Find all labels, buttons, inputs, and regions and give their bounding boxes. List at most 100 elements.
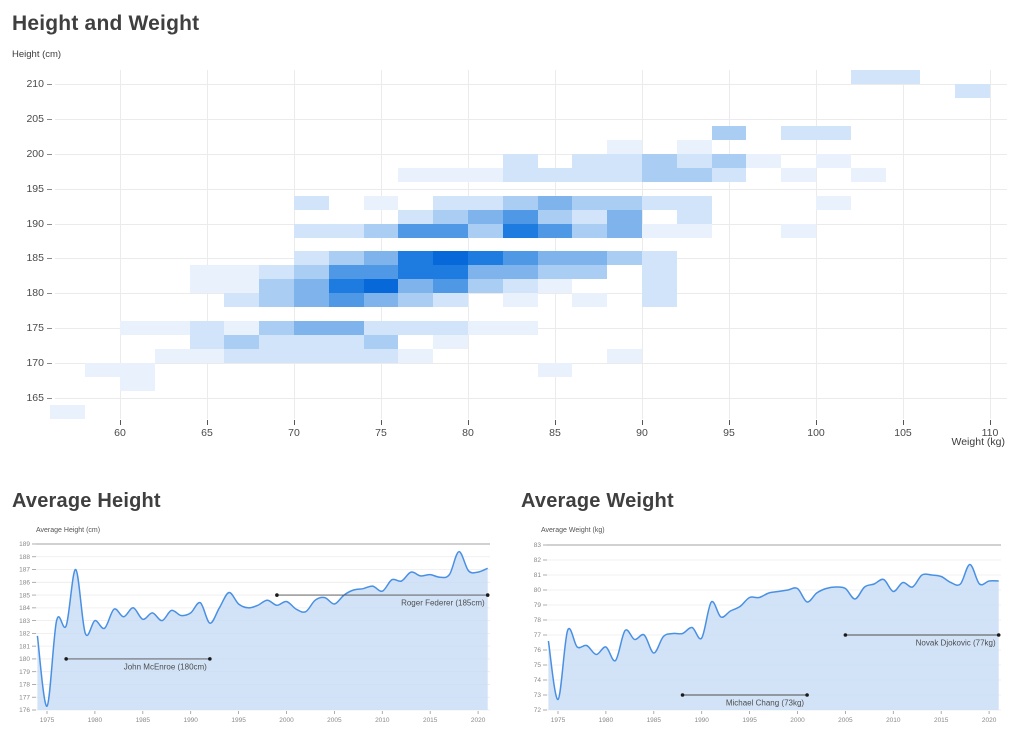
heatmap-cell — [468, 209, 503, 224]
heatmap-cell — [642, 223, 677, 238]
x-tick-mark — [816, 420, 817, 425]
y-tick-label: 73 — [534, 692, 542, 699]
x-tick-label: 110 — [981, 427, 999, 439]
heatmap-cell — [781, 167, 816, 182]
heatmap-cell — [189, 321, 225, 336]
y-tick-label: 189 — [19, 541, 30, 548]
heatmap-cell — [363, 349, 399, 364]
y-tick-label: 185 — [26, 252, 44, 265]
y-tick-mark — [47, 118, 52, 120]
heatmap-cell — [294, 223, 329, 238]
heatmap-cell — [189, 279, 225, 294]
heatmap-cell — [537, 363, 573, 378]
annotation-label: John McEnroe (180cm) — [124, 662, 207, 671]
heatmap-cell — [328, 335, 364, 350]
heatmap-cell — [363, 279, 399, 294]
y-tick-label: 205 — [26, 112, 44, 125]
y-tick-label: 77 — [534, 632, 542, 639]
y-tick-mark — [47, 328, 52, 330]
heatmap-cell — [433, 293, 468, 308]
heatmap-cell — [398, 349, 434, 364]
y-tick-label: 195 — [26, 182, 44, 195]
heatmap-cell — [363, 321, 399, 336]
heatmap-cell — [502, 251, 538, 266]
heatmap-cell — [189, 335, 225, 350]
heatmap-cell — [189, 349, 225, 364]
heatmap-cell — [816, 125, 851, 140]
x-tick-label: 60 — [114, 427, 126, 439]
heatmap-cell — [711, 125, 747, 140]
heatmap-cell — [328, 265, 364, 280]
heatmap-cell — [572, 167, 608, 182]
heatmap-cell — [537, 195, 573, 210]
heatmap-cell — [676, 153, 712, 168]
gridline-horizontal — [55, 84, 1007, 86]
heatmap-cell — [398, 167, 434, 182]
heatmap-cell — [433, 195, 468, 210]
annotation-dot — [843, 633, 848, 637]
heatmap-cell — [259, 265, 294, 280]
heatmap-cell — [398, 265, 434, 280]
heatmap-cell — [572, 195, 608, 210]
average-weight-title: Average Weight — [521, 490, 674, 512]
y-tick-label: 184 — [19, 605, 30, 612]
x-tick-mark — [990, 420, 991, 425]
x-tick-label: 2010 — [886, 717, 901, 724]
heatmap-cell — [502, 167, 538, 182]
heatmap-cell — [259, 321, 294, 336]
x-tick-mark — [294, 420, 295, 425]
heatmap-cell — [120, 363, 155, 378]
y-tick-label: 200 — [26, 147, 44, 160]
heatmap-cell — [120, 321, 155, 336]
heatmap-cell — [502, 293, 538, 308]
heatmap-cell — [642, 293, 677, 308]
x-tick-label: 85 — [549, 427, 561, 439]
heatmap-cell — [433, 251, 468, 266]
y-tick-label: 72 — [534, 707, 542, 714]
x-tick-label: 1985 — [647, 717, 662, 724]
heatmap-cell — [468, 321, 503, 336]
x-tick-mark — [555, 420, 556, 425]
annotation-label: Michael Chang (73kg) — [726, 699, 805, 708]
x-tick-label: 2000 — [790, 717, 805, 724]
heatmap-cell — [676, 139, 712, 154]
y-tick-label: 165 — [26, 392, 44, 404]
x-tick-label: 105 — [894, 427, 912, 439]
x-tick-label: 65 — [201, 427, 213, 439]
heatmap-cell — [398, 251, 434, 266]
heatmap-cell — [607, 349, 642, 364]
x-tick-label: 70 — [288, 427, 300, 439]
heatmap-cell — [224, 293, 260, 308]
heatmap-cell — [885, 70, 921, 85]
heatmap-cell — [537, 251, 573, 266]
series-line — [36, 550, 488, 707]
heatmap-cell — [468, 195, 503, 210]
y-tick-mark — [47, 398, 52, 399]
heatmap-cell — [328, 349, 364, 364]
heatmap-cell — [850, 167, 886, 182]
heatmap-cell — [502, 209, 538, 224]
heatmap-cell — [816, 195, 851, 210]
heatmap-cell — [607, 209, 642, 224]
x-tick-mark — [207, 420, 208, 425]
heatmap-cell — [607, 223, 642, 238]
y-tick-label: 75 — [534, 662, 542, 669]
x-tick-mark — [642, 420, 643, 425]
heatmap-cell — [224, 321, 260, 336]
heatmap-cell — [468, 279, 503, 294]
heatmap-cell — [572, 265, 608, 280]
y-tick-label: 176 — [19, 707, 30, 714]
x-tick-label: 1990 — [694, 717, 709, 724]
heatmap-cell — [607, 139, 642, 154]
y-tick-label: 79 — [534, 602, 542, 609]
heatmap-cell — [294, 195, 329, 210]
heatmap-cell — [642, 195, 677, 210]
x-tick-label: 100 — [807, 427, 825, 439]
heatmap-cell — [398, 321, 434, 336]
x-tick-label: 1995 — [742, 717, 757, 724]
heatmap-cell — [363, 265, 399, 280]
heatmap-cell — [154, 321, 190, 336]
heatmap-cell — [537, 279, 573, 294]
annotation-label: Roger Federer (185cm) — [401, 599, 485, 608]
average-weight-y-axis-label: Average Weight (kg) — [541, 527, 605, 534]
